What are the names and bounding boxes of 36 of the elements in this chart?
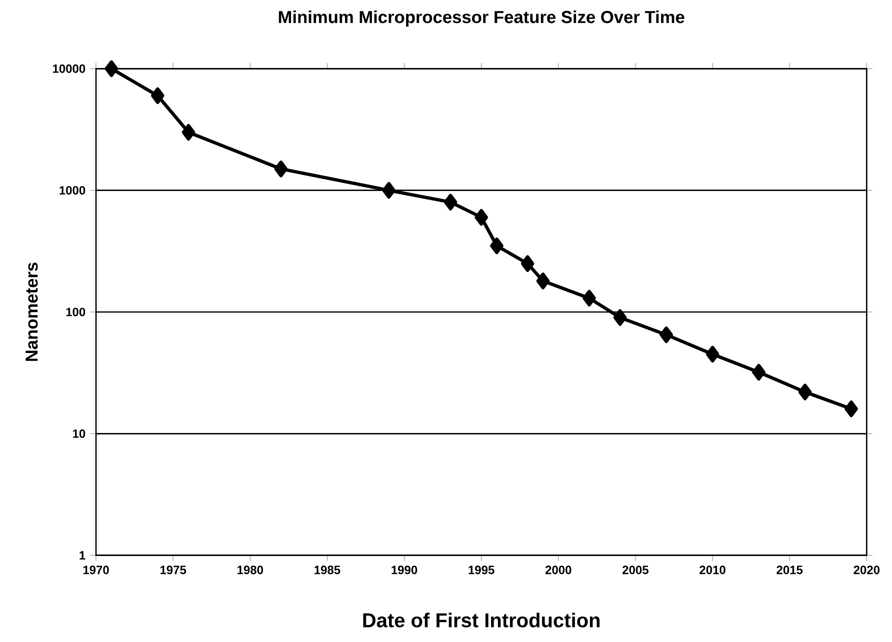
point — [104, 60, 118, 77]
point — [182, 124, 196, 141]
x-tick-label: 1990 — [392, 566, 418, 574]
point — [844, 400, 858, 418]
x-tick-label: 1985 — [314, 566, 340, 574]
y-tick-label: 1 — [80, 551, 86, 560]
x-tick-label: 1995 — [468, 566, 494, 574]
point — [520, 255, 534, 272]
point — [444, 194, 458, 210]
x-tick-label: 1975 — [160, 566, 186, 574]
y-tick-label: 10000 — [52, 64, 86, 73]
x-tick-label: 2000 — [545, 566, 572, 574]
point — [474, 208, 488, 226]
y-axis-title: Nanometers — [26, 262, 38, 361]
point — [613, 309, 627, 326]
point — [752, 364, 766, 381]
x-tick-label: 2015 — [776, 566, 803, 574]
x-tick-label: 2005 — [622, 566, 648, 574]
point — [274, 160, 288, 178]
point — [536, 272, 550, 290]
x-tick-label: 2010 — [700, 566, 726, 574]
chart-title: Minimum Microprocessor Feature Size Over Time — [278, 10, 684, 27]
point — [798, 384, 812, 400]
point — [490, 237, 504, 254]
point — [150, 87, 164, 104]
point — [582, 290, 596, 306]
point — [382, 182, 396, 199]
point — [706, 346, 720, 363]
y-tick-label: 100 — [66, 308, 86, 316]
point — [660, 326, 673, 344]
y-tick-label: 1000 — [60, 186, 86, 195]
x-tick-label: 1980 — [238, 566, 263, 574]
x-tick-label: 2020 — [854, 566, 880, 574]
x-tick-label: 1970 — [83, 566, 109, 574]
x-axis-title: Date of First Introduction — [363, 612, 600, 628]
y-tick-label: 10 — [73, 429, 86, 438]
